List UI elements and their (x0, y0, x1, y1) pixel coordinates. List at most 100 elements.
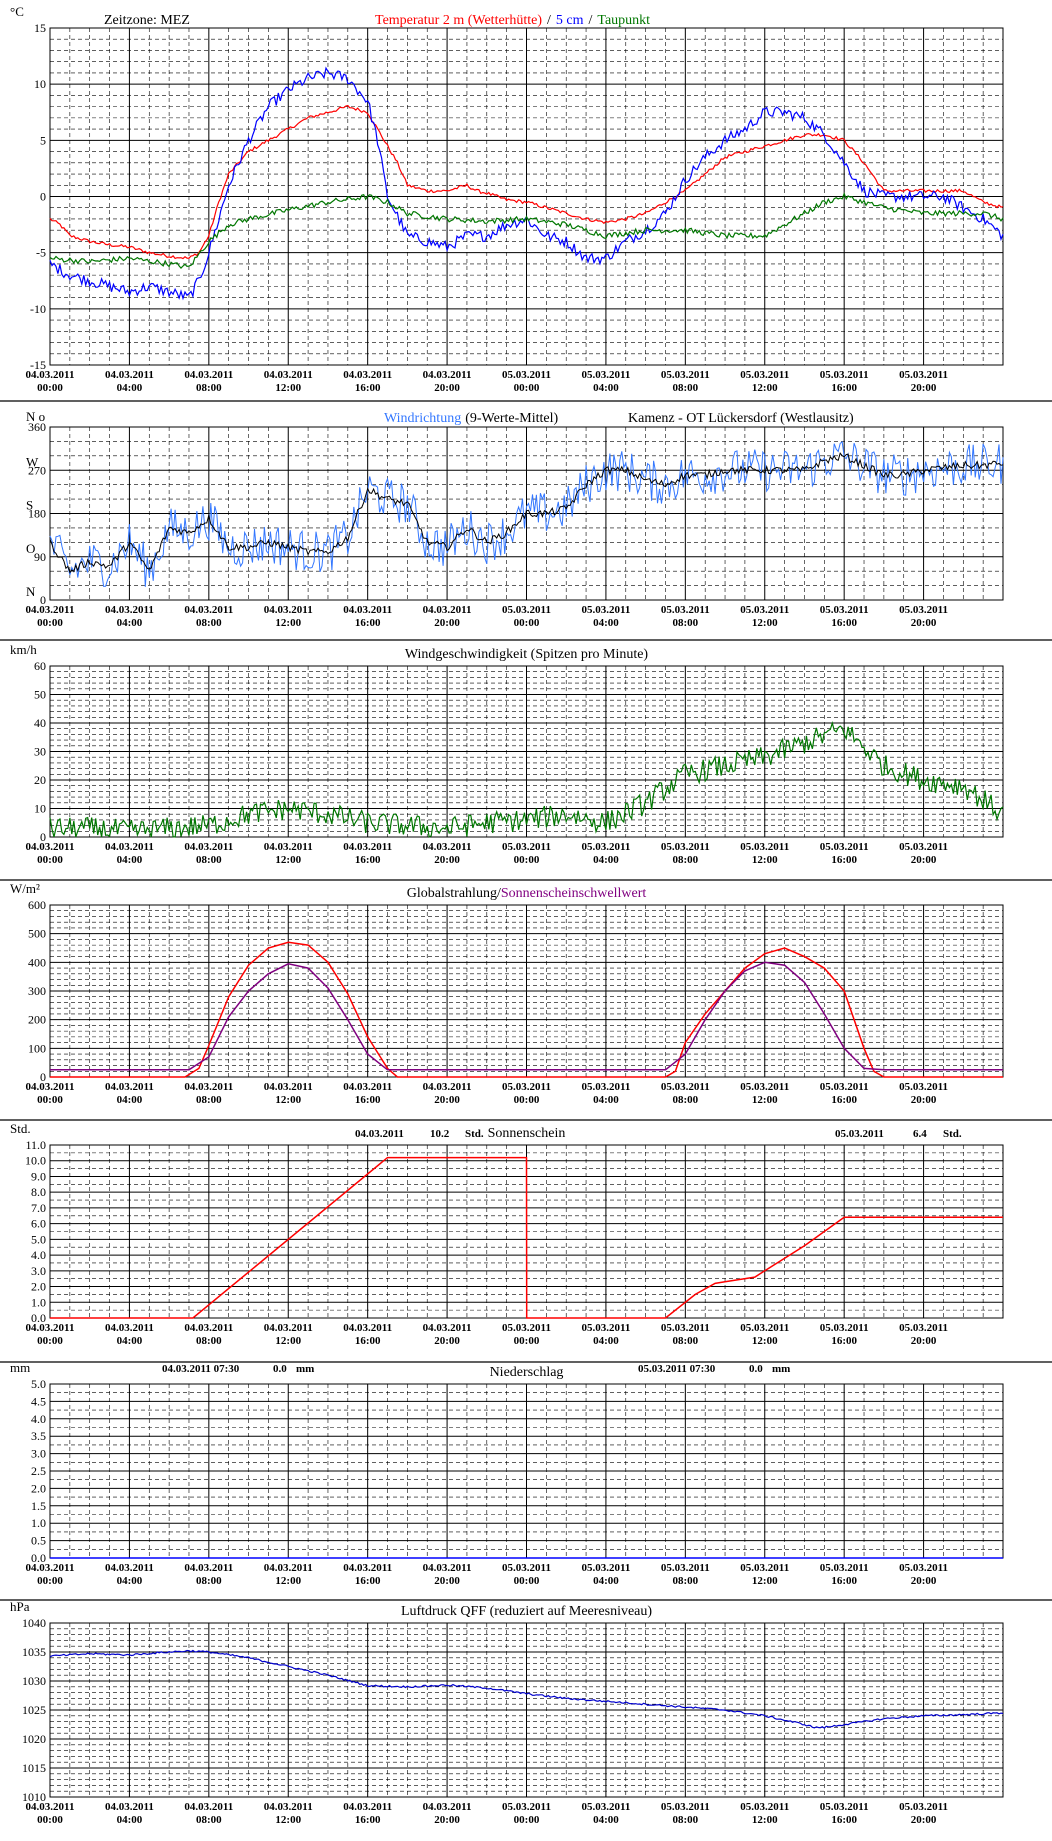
x-tick-time: 04:00 (593, 1094, 619, 1106)
series-windgeschwindigkeit (49, 720, 1004, 838)
title-part: Windgeschwindigkeit (Spitzen pro Minute) (405, 647, 649, 662)
y-tick-label: 5.0 (31, 1377, 46, 1391)
y-tick-label: 200 (28, 1013, 46, 1027)
x-tick-date: 04.03.2011 (184, 604, 233, 616)
annotation-date: 05.03.2011 (835, 1128, 884, 1140)
x-tick-date: 04.03.2011 (264, 1081, 313, 1093)
panel-sunshine: 11.0 10.09.0 8.0 7.0 6.05.0 4.0 3.0 2.01.0 0.0 St… (0, 1119, 1052, 1347)
x-tick-date: 05.03.2011 (740, 604, 789, 616)
x-tick-date: 04.03.2011 (264, 1562, 313, 1574)
chart-title: Globalstrahlung/Sonnenscheinschwellwert (407, 886, 647, 901)
x-tick-time: 12:00 (752, 1094, 778, 1106)
title-part: Globalstrahlung/ (407, 886, 501, 901)
y-tick-label: 11.0 (25, 1138, 46, 1152)
x-tick-date: 04.03.2011 (26, 841, 75, 853)
chart-title: Windrichtung (9-Werte-Mittel) (384, 411, 558, 426)
y-tick-label: 180 (28, 507, 46, 521)
x-tick-date: 05.03.2011 (740, 1562, 789, 1574)
x-tick-date: 04.03.2011 (184, 1322, 233, 1334)
x-tick-time: 08:00 (672, 1575, 698, 1587)
x-tick-time: 08:00 (672, 1094, 698, 1106)
x-tick-date: 05.03.2011 (740, 1801, 789, 1813)
y-tick-label: 0.0 (31, 1551, 46, 1565)
x-tick-date: 05.03.2011 (502, 841, 551, 853)
x-tick-date: 04.03.2011 (343, 1801, 392, 1813)
x-tick-time: 04:00 (593, 382, 619, 394)
x-tick-time: 04:00 (593, 617, 619, 629)
x-tick-time: 00:00 (514, 854, 540, 866)
x-tick-date: 05.03.2011 (502, 1322, 551, 1334)
title-part: / (547, 13, 551, 28)
x-tick-time: 12:00 (275, 617, 301, 629)
x-tick-time: 00:00 (37, 1335, 63, 1347)
x-tick-date: 04.03.2011 (105, 1801, 154, 1813)
x-tick-time: 08:00 (672, 1814, 698, 1826)
x-tick-time: 12:00 (752, 617, 778, 629)
series-9-werte-mittel (49, 452, 1004, 574)
x-tick-date: 05.03.2011 (581, 1801, 630, 1813)
x-tick-date: 05.03.2011 (502, 369, 551, 381)
x-tick-time: 04:00 (593, 854, 619, 866)
y-tick-label: 3.0 (31, 1447, 46, 1461)
x-tick-time: 00:00 (37, 382, 63, 394)
x-tick-time: 16:00 (355, 382, 381, 394)
x-tick-date: 04.03.2011 (423, 1081, 472, 1093)
x-tick-time: 08:00 (196, 1575, 222, 1587)
y-tick-label: 1035 (22, 1645, 46, 1659)
y-tick-label: 3.0 (31, 1264, 46, 1278)
x-tick-date: 05.03.2011 (502, 1562, 551, 1574)
x-tick-date: 04.03.2011 (423, 1801, 472, 1813)
x-tick-date: 05.03.2011 (820, 1322, 869, 1334)
x-tick-time: 12:00 (752, 1814, 778, 1826)
x-tick-date: 04.03.2011 (343, 604, 392, 616)
x-tick-date: 05.03.2011 (581, 841, 630, 853)
x-tick-time: 16:00 (355, 617, 381, 629)
annotation-unit: Std. (465, 1128, 484, 1140)
y-tick-label: 0.0 (31, 1311, 46, 1325)
x-tick-time: 04:00 (117, 382, 143, 394)
y-tick-label: 0 (40, 1070, 46, 1084)
series-temperatur-2-m-wetterh-tte- (49, 104, 1004, 260)
x-tick-date: 05.03.2011 (820, 1081, 869, 1093)
x-tick-date: 05.03.2011 (820, 841, 869, 853)
y-tick-label: 600 (28, 898, 46, 912)
title-part: Taupunkt (597, 13, 650, 28)
compass-label: W (26, 454, 39, 469)
x-tick-time: 16:00 (355, 1094, 381, 1106)
x-tick-time: 20:00 (434, 382, 460, 394)
x-tick-date: 04.03.2011 (184, 841, 233, 853)
x-tick-time: 00:00 (37, 1814, 63, 1826)
y-tick-label: 10 (34, 802, 46, 816)
annotation-date: 04.03.2011 (355, 1128, 404, 1140)
x-tick-time: 00:00 (514, 1814, 540, 1826)
x-tick-date: 04.03.2011 (184, 369, 233, 381)
y-tick-label: 30 (34, 745, 46, 759)
x-tick-time: 08:00 (196, 1335, 222, 1347)
compass-label: S (26, 498, 33, 513)
x-tick-date: 04.03.2011 (423, 1562, 472, 1574)
x-tick-date: 05.03.2011 (661, 369, 710, 381)
y-tick-label: 5 (40, 133, 46, 147)
x-tick-time: 16:00 (355, 854, 381, 866)
y-tick-label: 0 (40, 830, 46, 844)
x-tick-time: 00:00 (514, 1575, 540, 1587)
x-tick-date: 04.03.2011 (423, 841, 472, 853)
x-tick-date: 05.03.2011 (661, 1562, 710, 1574)
x-tick-time: 20:00 (434, 854, 460, 866)
x-tick-time: 16:00 (831, 854, 857, 866)
x-tick-time: 12:00 (275, 1814, 301, 1826)
x-tick-date: 05.03.2011 (899, 1081, 948, 1093)
annotation-date: 04.03.2011 07:30 (162, 1363, 240, 1375)
x-tick-date: 04.03.2011 (105, 1081, 154, 1093)
x-tick-time: 08:00 (196, 854, 222, 866)
x-tick-time: 04:00 (593, 1814, 619, 1826)
x-tick-time: 20:00 (911, 382, 937, 394)
y-tick-label: 2.0 (31, 1481, 46, 1495)
x-tick-date: 05.03.2011 (899, 841, 948, 853)
y-tick-label: 2.0 (31, 1280, 46, 1294)
y-tick-label: -10 (30, 302, 46, 316)
x-tick-time: 00:00 (37, 854, 63, 866)
y-tick-label: 1.5 (31, 1499, 46, 1513)
x-tick-time: 16:00 (355, 1335, 381, 1347)
